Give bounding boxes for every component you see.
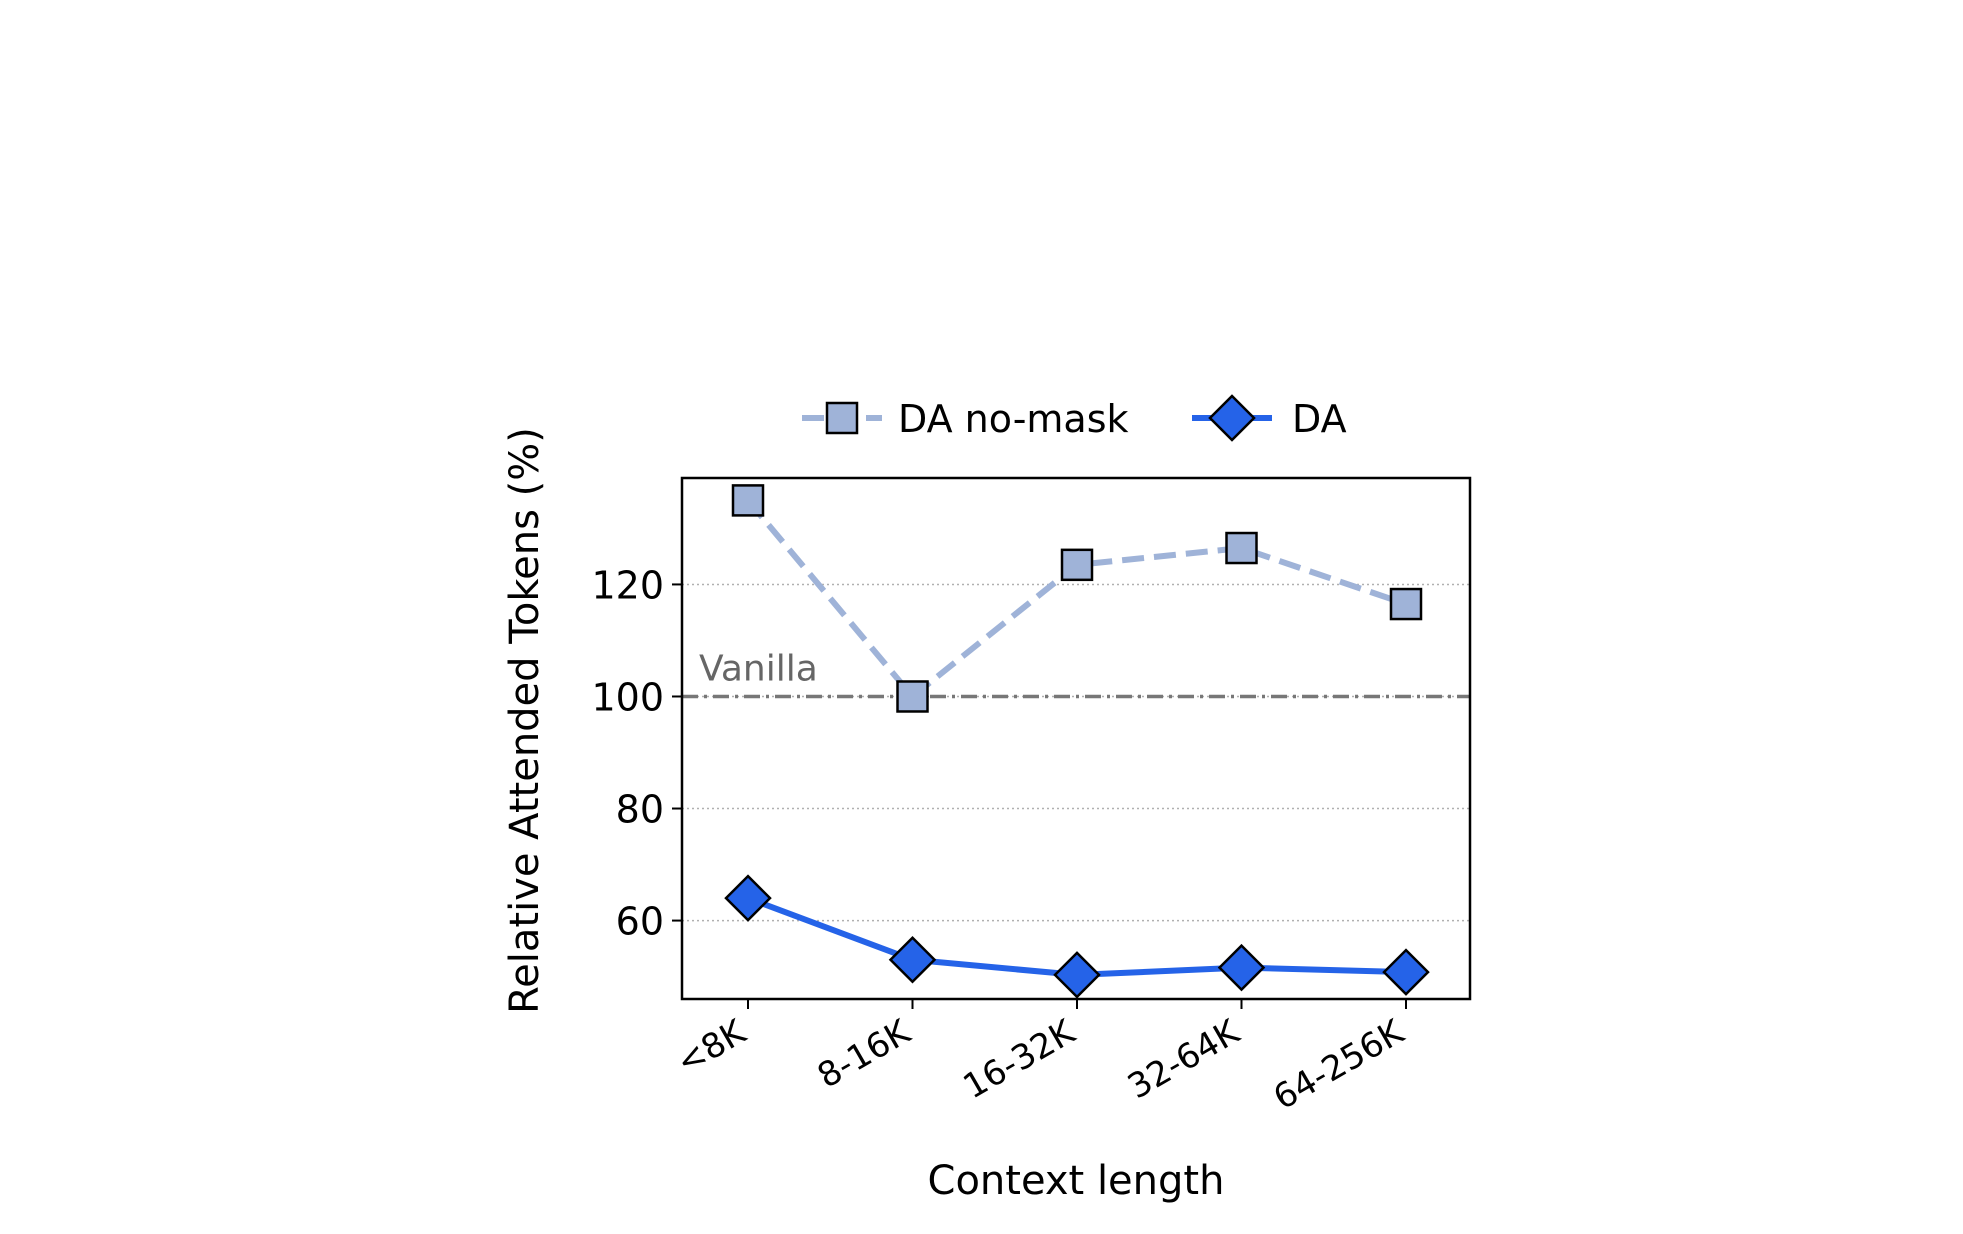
data-point [724,874,772,922]
legend: DA no-mask DA [802,394,1347,442]
reference-line-group: Vanilla [682,648,1470,699]
y-tick-label: 60 [616,900,664,944]
data-point [731,484,765,517]
legend-marker [825,401,859,435]
series-da [724,874,1430,999]
y-tick-label: 80 [616,788,664,832]
y-tick-label: 100 [591,675,664,719]
y-tick-label: 120 [591,563,664,607]
data-point [888,936,937,984]
data-point [1060,548,1094,582]
data-point [1389,587,1423,621]
series-line [745,498,1407,700]
series-group [724,484,1430,999]
data-point [1217,943,1266,992]
y-axis-label: Relative Attended Tokens (%) [502,427,548,1014]
y-ticks: 60 80 100 120 [591,563,682,944]
x-tick-label: 64-256K [1267,1011,1412,1118]
legend-label: DA no-mask [898,397,1129,441]
vanilla-label: Vanilla [699,648,818,689]
x-axis-label: Context length [928,1158,1225,1204]
data-point [1382,948,1430,996]
legend-entry: DA [1192,394,1347,442]
x-tick-label: 8-16K [811,1011,919,1096]
data-point [1053,951,1101,999]
grid-lines [682,583,1470,922]
legend-entry: DA no-mask [802,397,1129,441]
legend-marker [1208,394,1256,442]
x-tick-label: 32-64K [1121,1011,1247,1107]
data-point [1225,531,1258,565]
series-da-no-mask [731,484,1423,713]
data-point [896,680,929,713]
x-ticks: <8K 8-16K 16-32K 32-64K 64-256K [670,999,1412,1118]
x-tick-label: <8K [670,1011,754,1083]
legend-label: DA [1292,397,1347,441]
x-tick-label: 16-32K [957,1011,1083,1107]
